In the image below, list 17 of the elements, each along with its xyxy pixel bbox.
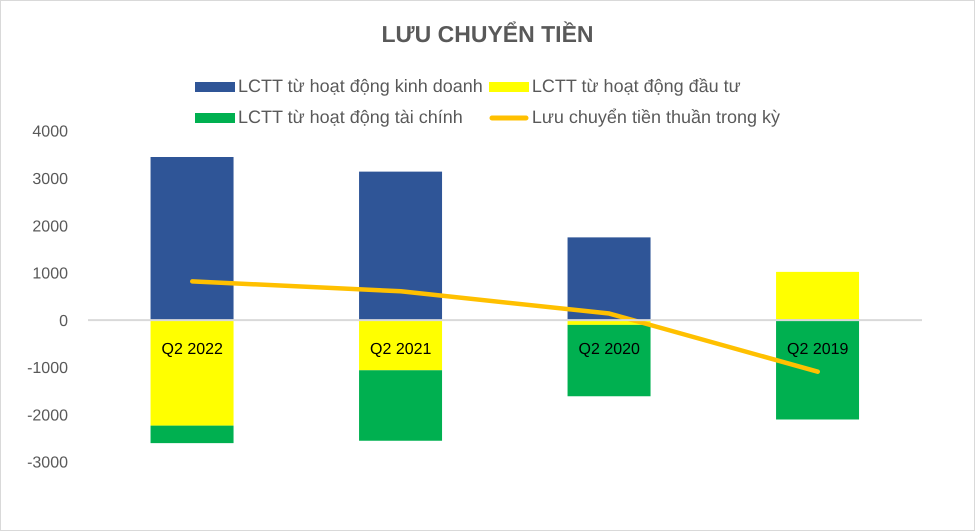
- y-tick-label: 3000: [32, 170, 68, 188]
- legend-label: LCTT từ hoạt động đầu tư: [532, 76, 741, 97]
- legend-label: LCTT từ hoạt động tài chính: [238, 107, 463, 128]
- y-tick-label: 4000: [32, 124, 68, 141]
- x-tick-label: Q2 2022: [162, 341, 224, 358]
- x-tick-label: Q2 2019: [787, 341, 849, 358]
- y-tick-label: 0: [59, 312, 68, 330]
- y-tick-label: -1000: [27, 360, 68, 378]
- x-tick-label: Q2 2021: [370, 341, 432, 358]
- legend-label: LCTT từ hoạt động kinh doanh: [238, 76, 483, 97]
- y-tick-label: -2000: [27, 407, 68, 424]
- x-tick-label: Q2 2020: [578, 341, 640, 358]
- y-tick-label: 2000: [32, 218, 68, 236]
- legend-label: Lưu chuyển tiền thuần trong kỳ: [532, 107, 780, 128]
- y-tick-label: 1000: [32, 266, 68, 283]
- chart-title: LƯU CHUYỂN TIỀN: [380, 21, 595, 48]
- y-tick-label: -3000: [27, 454, 68, 472]
